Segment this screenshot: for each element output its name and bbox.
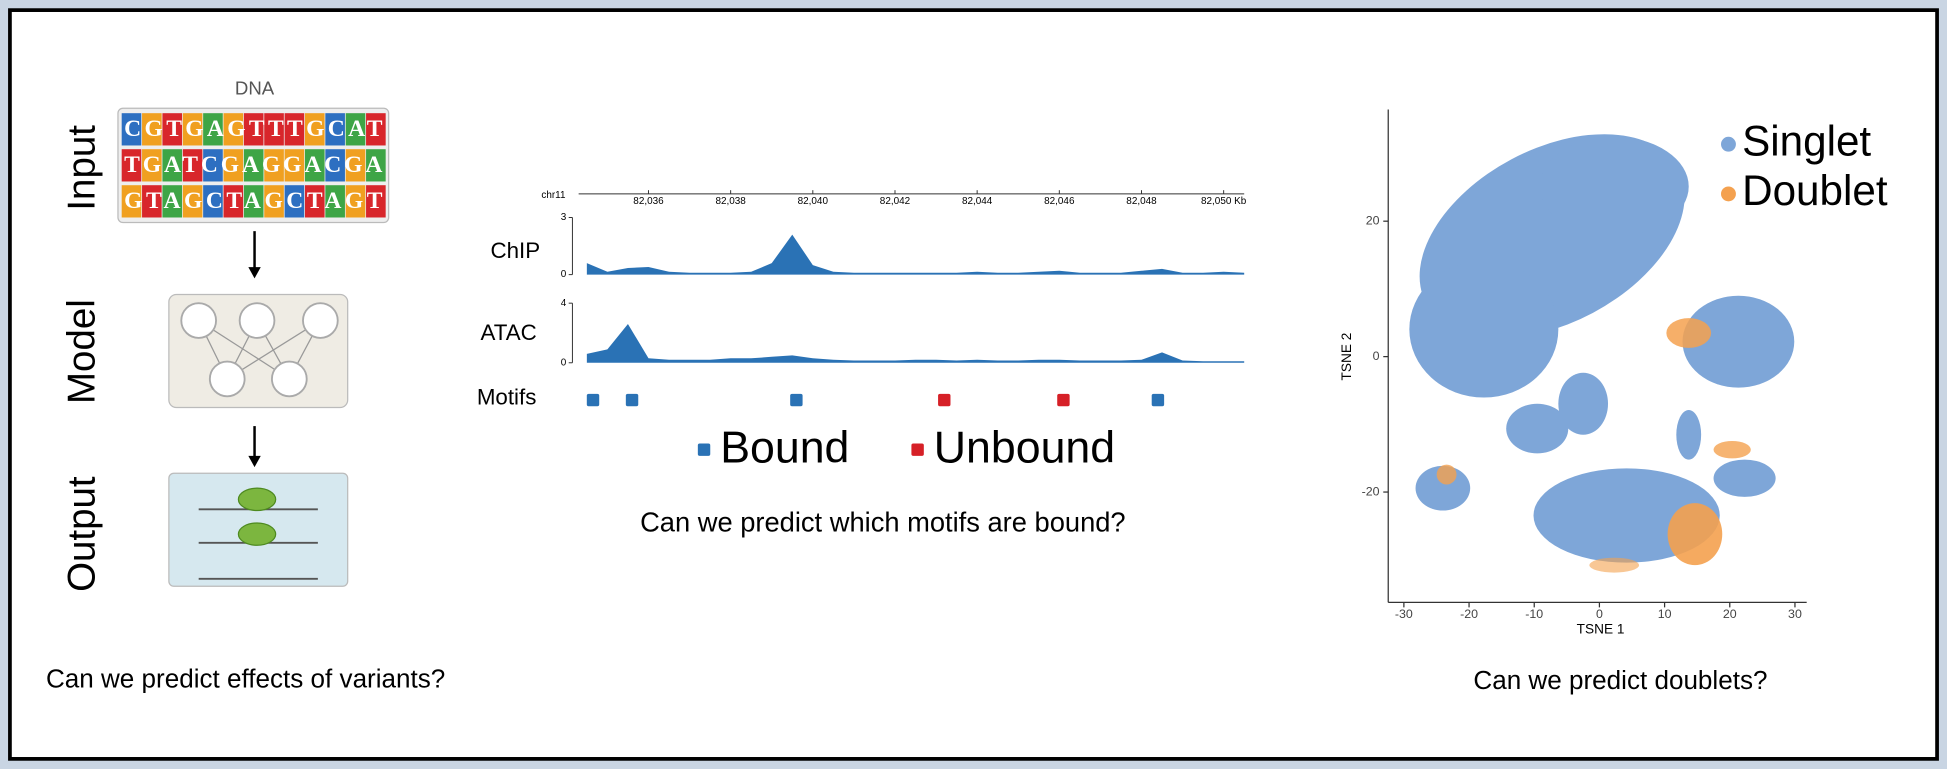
x-tick-label: 82,038 [715, 196, 746, 207]
x-tick-label: 82,050 Kb [1201, 196, 1247, 207]
legend-label: Doublet [1742, 167, 1888, 214]
motifs-label: Motifs [477, 385, 537, 410]
y-tick-label: -20 [1362, 484, 1380, 498]
x-tick-label: 82,040 [798, 196, 829, 207]
x-tick-label: 0 [1596, 607, 1603, 621]
motif [626, 394, 638, 406]
step-label: Output [61, 476, 104, 592]
x-axis-title: TSNE 1 [1577, 621, 1625, 636]
x-tick-label: -10 [1525, 607, 1543, 621]
track-name: ATAC [481, 320, 537, 345]
legend-swatch [911, 443, 923, 455]
motif [790, 394, 802, 406]
legend-label: Singlet [1742, 117, 1871, 164]
y-tick-label: 3 [561, 212, 567, 223]
y-tick-label: 0 [1373, 349, 1380, 363]
track-name: ChIP [490, 238, 540, 263]
x-tick-label: 30 [1788, 607, 1802, 621]
caption: Can we predict which motifs are bound? [640, 506, 1126, 537]
caption: Can we predict effects of variants? [46, 664, 445, 694]
chromosome-label: chr11 [541, 190, 566, 201]
step-label: Model [61, 299, 104, 404]
x-tick-label: 82,042 [880, 196, 911, 207]
x-tick-label: -20 [1460, 607, 1478, 621]
motif [587, 394, 599, 406]
dna-sequence: GTAGCTAGCTAGT [124, 188, 383, 214]
legend-dot [1721, 137, 1736, 152]
step-label: Input [61, 125, 104, 211]
motif [938, 394, 950, 406]
y-tick-label: 0 [561, 357, 567, 368]
x-tick-label: -30 [1395, 607, 1413, 621]
x-tick-label: 82,046 [1044, 196, 1075, 207]
motif [1152, 394, 1164, 406]
x-tick-label: 82,048 [1126, 196, 1157, 207]
page: DNACGTGAGTTTGCATTGATCGAGGACGAGTAGCTAGCTA… [0, 0, 1947, 769]
y-axis-title: TSNE 2 [1339, 333, 1354, 381]
y-tick-label: 0 [561, 269, 567, 280]
x-tick-label: 82,036 [633, 196, 664, 207]
y-tick-label: 4 [561, 298, 567, 309]
legend-label: Bound [720, 424, 849, 473]
slide: DNACGTGAGTTTGCATTGATCGAGGACGAGTAGCTAGCTA… [0, 0, 1947, 769]
dna-label: DNA [235, 78, 275, 99]
y-tick-label: 20 [1366, 213, 1380, 227]
legend-swatch [698, 443, 710, 455]
x-tick-label: 20 [1723, 607, 1737, 621]
caption: Can we predict doublets? [1473, 665, 1767, 695]
x-tick-label: 82,044 [962, 196, 993, 207]
x-tick-label: 10 [1658, 607, 1672, 621]
legend-dot [1721, 186, 1736, 201]
motif [1057, 394, 1069, 406]
legend-label: Unbound [934, 424, 1115, 473]
